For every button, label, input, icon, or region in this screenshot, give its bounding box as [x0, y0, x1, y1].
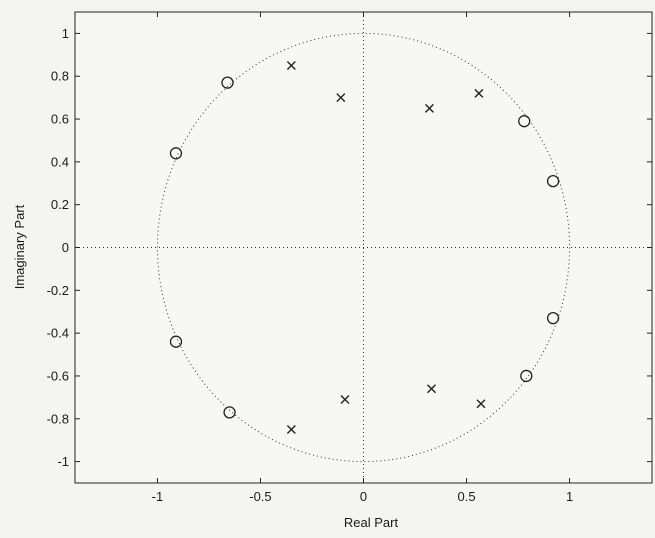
- pole-markers: [286, 61, 486, 434]
- y-axis-title: Imaginary Part: [12, 204, 27, 289]
- x-tick-label: -0.5: [249, 489, 271, 504]
- y-tick-label: -0.8: [47, 411, 69, 426]
- pole-marker-stroke: [476, 399, 486, 409]
- unit-circle: [156, 32, 571, 463]
- zero-marker: [546, 311, 560, 325]
- pole-marker: [286, 424, 296, 434]
- pole-marker: [424, 103, 434, 113]
- zero-marker: [169, 335, 183, 348]
- pole-marker-stroke: [474, 88, 484, 98]
- y-tick-label: 1: [62, 26, 69, 41]
- y-tick-label: 0.4: [51, 154, 69, 169]
- x-tick-label: 1: [566, 489, 573, 504]
- pole-marker-stroke: [286, 424, 296, 434]
- zero-markers: [169, 76, 560, 419]
- reference-lines: [75, 12, 652, 483]
- x-tick-label: 0.5: [457, 489, 475, 504]
- y-tick-label: -0.4: [47, 326, 69, 341]
- zero-marker: [223, 406, 236, 419]
- zero-marker: [546, 174, 560, 188]
- pole-marker-stroke: [286, 61, 296, 71]
- pole-marker-stroke: [336, 93, 346, 103]
- pole-marker: [340, 395, 350, 404]
- y-tick-label: -0.6: [47, 368, 69, 383]
- y-tick-label: -0.2: [47, 283, 69, 298]
- x-tick-label: -1: [152, 489, 164, 504]
- x-tick-label: 0: [360, 489, 367, 504]
- y-tick-label: 0.6: [51, 112, 69, 127]
- y-tick-label: 0.8: [51, 69, 69, 84]
- pole-marker: [336, 93, 346, 103]
- pole-marker-stroke: [424, 103, 434, 113]
- pole-marker: [474, 88, 484, 98]
- pole-marker-stroke: [340, 395, 350, 404]
- zero-marker: [520, 369, 533, 383]
- pole-marker: [476, 399, 486, 409]
- pole-marker: [427, 384, 436, 394]
- zero-marker: [169, 147, 183, 160]
- zero-marker: [221, 76, 234, 89]
- axis-ticks: [75, 12, 652, 483]
- x-tick-labels: -1 -0.5 0 0.5 1: [152, 489, 574, 504]
- y-tick-label: 0.2: [51, 197, 69, 212]
- y-tick-label: 0: [62, 240, 69, 255]
- x-axis-title: Real Part: [344, 515, 399, 530]
- y-tick-label: -1: [57, 454, 69, 469]
- zero-marker: [518, 115, 531, 128]
- pole-marker: [286, 61, 296, 71]
- y-tick-labels: 1 0.8 0.6 0.4 0.2 0 -0.2 -0.4 -0.6 -0.8 -1: [47, 26, 69, 469]
- pole-marker-stroke: [427, 384, 436, 394]
